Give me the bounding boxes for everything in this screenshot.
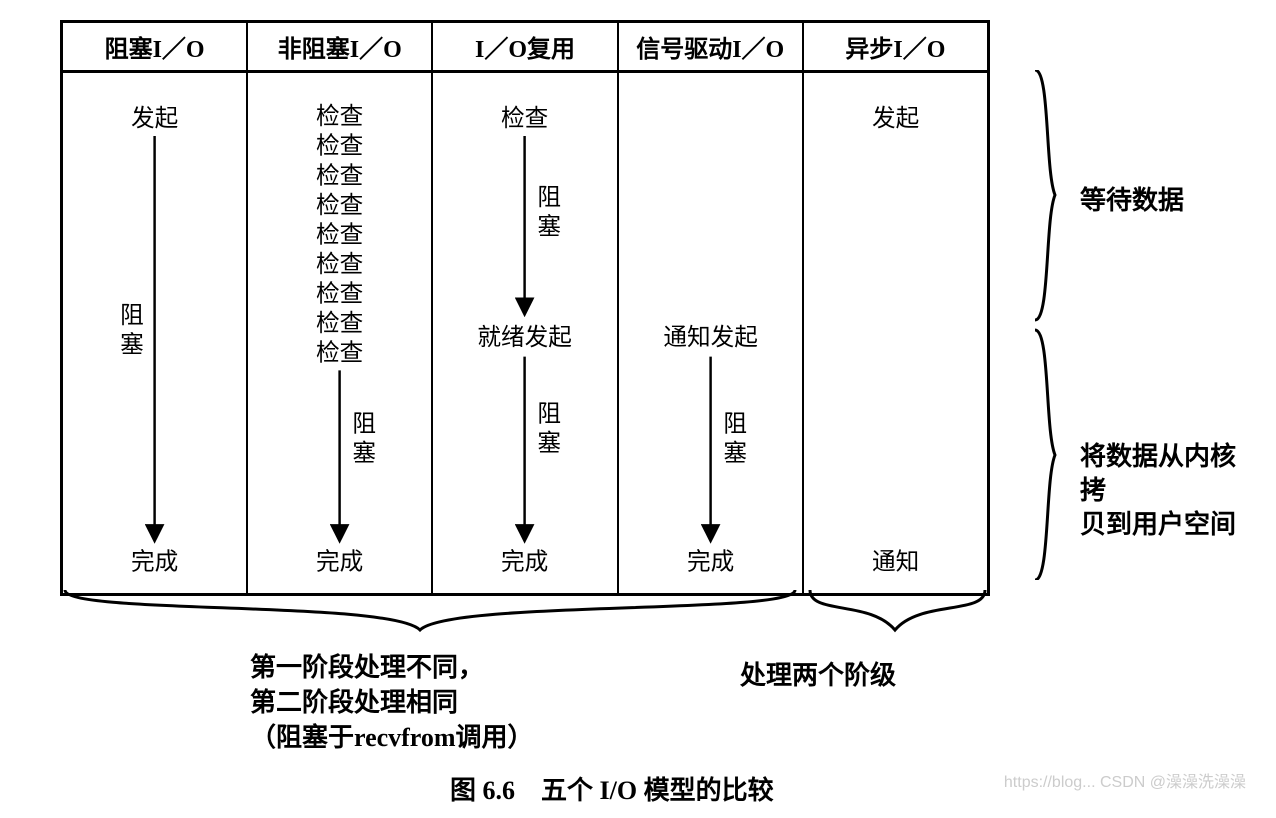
phase-lower-line1: 将数据从内核拷 — [1080, 442, 1236, 505]
col4-bottom: 完成 — [687, 548, 734, 575]
note-left-line1: 第一阶段处理不同， — [250, 653, 484, 682]
col2-block-1: 阻 — [353, 411, 377, 437]
col2-check-0: 检查 — [316, 103, 363, 130]
col3-bottom: 完成 — [501, 548, 548, 575]
col4-ready: 通知发起 — [663, 324, 758, 351]
bottom-brackets-icon — [60, 580, 990, 650]
phase-lower-line2: 贝到用户空间 — [1080, 510, 1236, 539]
note-left-line2: 第二阶段处理相同 — [250, 688, 458, 717]
header-blocking-io: 阻塞I／O — [63, 23, 248, 70]
note-left: 第一阶段处理不同， 第二阶段处理相同 （阻塞于recvfrom调用） — [250, 650, 534, 755]
col2-check-3: 检查 — [316, 192, 363, 219]
header-async-io: 异步I／O — [804, 23, 987, 70]
phase-lower-label: 将数据从内核拷 贝到用户空间 — [1080, 440, 1250, 541]
note-right: 处理两个阶级 — [740, 655, 896, 692]
col-nonblocking-io: 检查 检查 检查 检查 检查 检查 检查 检查 检查 阻 塞 完成 — [248, 73, 433, 593]
col-async-io: 发起 通知 — [804, 73, 987, 593]
col1-block-2: 塞 — [120, 332, 144, 359]
phase-upper-label: 等待数据 — [1080, 180, 1184, 217]
note-left-line3: （阻塞于recvfrom调用） — [250, 723, 534, 752]
col3-top: 检查 — [501, 105, 548, 132]
col3-ready: 就绪发起 — [478, 324, 573, 351]
col3-block1-1: 阻 — [538, 185, 562, 211]
watermark-text: https://blog... CSDN @澡澡洗澡澡 — [1004, 768, 1246, 792]
table-body-row: 发起 阻 塞 完成 检查 检查 检查 — [63, 73, 987, 593]
col2-check-4: 检查 — [316, 221, 363, 248]
col5-top: 发起 — [872, 105, 919, 132]
figure-caption: 图 6.6 五个 I/O 模型的比较 — [450, 770, 774, 807]
col2-check-7: 检查 — [316, 310, 363, 337]
col3-block2-1: 阻 — [538, 402, 562, 428]
col2-check-5: 检查 — [316, 251, 363, 278]
col2-check-6: 检查 — [316, 280, 363, 307]
col1-top: 发起 — [131, 105, 178, 132]
col5-bottom: 通知 — [872, 548, 919, 575]
col2-check-1: 检查 — [316, 133, 363, 160]
col-io-multiplex: 检查 阻 塞 就绪发起 阻 塞 完成 — [433, 73, 618, 593]
col-blocking-io: 发起 阻 塞 完成 — [63, 73, 248, 593]
col-signal-io: 通知发起 阻 塞 完成 — [619, 73, 804, 593]
col2-check-8: 检查 — [316, 340, 363, 367]
phase-braces-icon — [1030, 70, 1070, 580]
io-models-table: 阻塞I／O 非阻塞I／O I／O复用 信号驱动I／O 异步I／O 发起 阻 — [60, 20, 990, 596]
col1-block-1: 阻 — [120, 303, 144, 329]
col3-block2-2: 塞 — [538, 430, 562, 457]
col4-block-2: 塞 — [723, 440, 747, 467]
header-io-multiplex: I／O复用 — [433, 23, 618, 70]
phase-labels: 等待数据 将数据从内核拷 贝到用户空间 — [1030, 70, 1250, 580]
bottom-brackets — [60, 580, 990, 640]
io-models-diagram: 阻塞I／O 非阻塞I／O I／O复用 信号驱动I／O 异步I／O 发起 阻 — [20, 20, 1256, 798]
header-nonblocking-io: 非阻塞I／O — [248, 23, 433, 70]
col2-check-2: 检查 — [316, 162, 363, 189]
col3-block1-2: 塞 — [538, 214, 562, 241]
col2-block-2: 塞 — [353, 440, 377, 467]
col4-block-1: 阻 — [723, 411, 747, 437]
col2-bottom: 完成 — [316, 548, 363, 575]
header-signal-io: 信号驱动I／O — [619, 23, 804, 70]
table-header-row: 阻塞I／O 非阻塞I／O I／O复用 信号驱动I／O 异步I／O — [63, 23, 987, 73]
col1-bottom: 完成 — [131, 548, 178, 575]
